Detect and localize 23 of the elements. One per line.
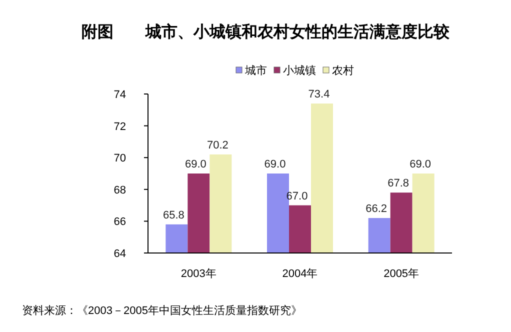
data-label: 65.8 (162, 209, 184, 222)
text: 资料来源：《2003－2005年中国女性生活质量指数研究》 (22, 304, 302, 317)
y-tick-label: 66 (114, 216, 126, 228)
y-tick-label: 64 (114, 248, 126, 260)
x-tick-label: 2004年 (282, 268, 318, 280)
data-label: 69.0 (410, 158, 432, 170)
y-tick-label: 74 (114, 89, 126, 101)
data-label: 73.4 (308, 88, 330, 101)
legend-label: 小城镇 (283, 64, 316, 77)
x-tick-label: 2003年 (180, 268, 216, 280)
data-label: 70.2 (206, 139, 228, 152)
data-label: 69.0 (184, 158, 206, 170)
y-tick-label: 70 (114, 152, 126, 165)
chart-title: 附图 城市、小城镇和农村女性的生活满意度比较 (82, 22, 450, 41)
data-label: 67.0 (286, 190, 308, 202)
data-label: 67.8 (388, 178, 410, 190)
data-label: 66.2 (366, 203, 388, 216)
legend-label: 农村 (332, 64, 354, 77)
data-label: 69.0 (264, 158, 286, 170)
legend-label: 城市 (244, 64, 267, 77)
x-tick-label: 2005年 (384, 268, 420, 280)
y-tick-label: 72 (114, 120, 126, 133)
y-tick-label: 68 (114, 184, 126, 196)
